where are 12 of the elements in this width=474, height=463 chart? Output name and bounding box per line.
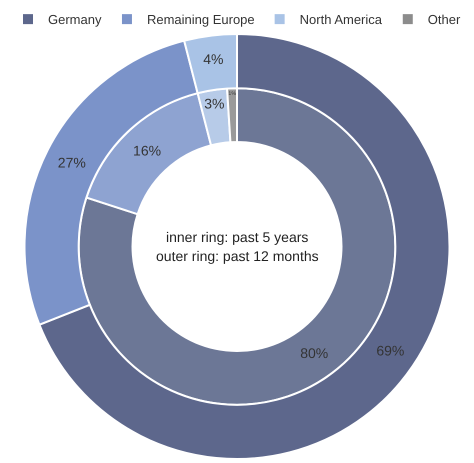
- data-label: 16%: [133, 142, 162, 159]
- legend-label: North America: [300, 12, 383, 28]
- legend-label: Other: [428, 12, 461, 28]
- text: outer ring: past 12 months: [156, 248, 319, 264]
- data-label: 80%: [300, 344, 328, 361]
- data-label: 4%: [203, 51, 224, 68]
- data-label: 69%: [376, 342, 404, 359]
- data-label: 27%: [58, 154, 86, 170]
- data-label: 3%: [204, 96, 224, 112]
- text: inner ring: past 5 years: [166, 229, 308, 245]
- legend-label: Remaining Europe: [146, 12, 255, 28]
- legend-label: Germany: [48, 12, 102, 28]
